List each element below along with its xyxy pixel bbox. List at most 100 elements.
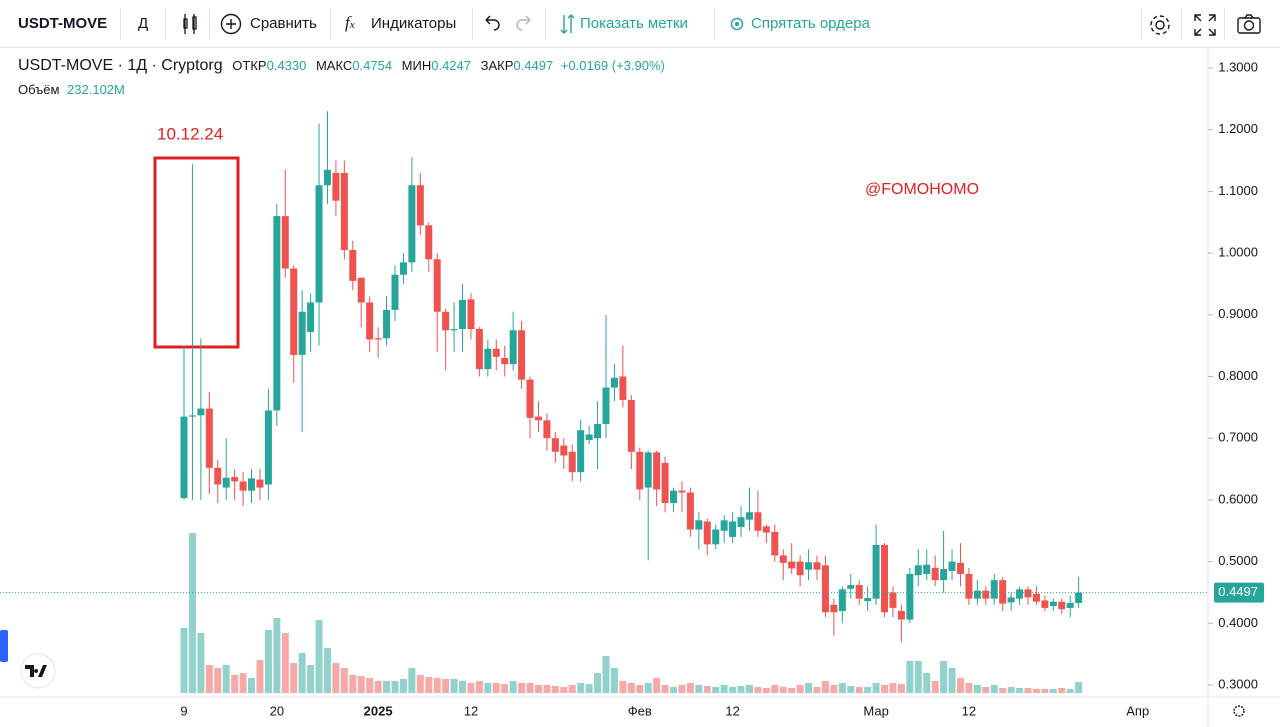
legend-value: 0.4754 (352, 58, 393, 73)
volume-bar (703, 686, 711, 693)
candle-body (340, 172, 348, 251)
legend-value: 0.4330 (266, 58, 307, 73)
volume-bar (1024, 688, 1032, 693)
volume-bar (568, 685, 576, 693)
y-tick-label: 0.5000 (1218, 553, 1258, 568)
volume-bar (712, 687, 720, 693)
separator (1181, 8, 1182, 40)
candle-body (771, 532, 779, 556)
candle-body (475, 328, 483, 370)
volume-bar (442, 679, 450, 693)
candle-body (399, 262, 407, 275)
indicators-button[interactable]: Индикаторы (371, 15, 457, 32)
fullscreen-icon[interactable] (1193, 13, 1217, 37)
volume-bar (931, 681, 939, 693)
candle-body (298, 311, 306, 355)
candle-body (484, 348, 492, 370)
volume-bar (982, 687, 990, 693)
time-settings-icon[interactable] (1233, 705, 1245, 717)
y-tick-label: 0.7000 (1218, 430, 1258, 445)
volume-bar (897, 684, 905, 693)
candle-body (1024, 589, 1032, 598)
volume-bar (821, 681, 829, 693)
x-tick-label: Фев (628, 703, 652, 718)
volume-bar (205, 665, 213, 693)
last-price-box (1214, 582, 1264, 603)
volume-bar (526, 683, 534, 693)
y-tick-label: 0.8000 (1218, 368, 1258, 383)
fx-icon[interactable]: fx (345, 13, 355, 32)
gear[interactable] (1233, 705, 1245, 717)
y-tick-label: 1.0000 (1218, 245, 1258, 260)
candle-body (914, 565, 922, 576)
x-tick-label: 9 (180, 703, 187, 718)
candle-body (762, 526, 770, 533)
candle-body (180, 416, 188, 499)
symbol-button[interactable]: USDT-MOVE (18, 15, 108, 32)
candle-body (315, 185, 323, 303)
candle-body (492, 348, 500, 357)
undo-redo[interactable] (480, 12, 540, 36)
candle-body (745, 512, 753, 520)
candle-body (433, 259, 441, 312)
compare-button[interactable]: Сравнить (250, 15, 317, 32)
candle-body (872, 544, 880, 599)
candle-body (712, 529, 720, 545)
volume-bar (653, 678, 661, 693)
volume-bar (729, 687, 737, 693)
volume-bar (940, 661, 948, 693)
volume-bar (467, 683, 475, 693)
candle-body (307, 302, 315, 333)
settings-icon[interactable] (1148, 12, 1174, 38)
compare-icon[interactable] (220, 13, 244, 37)
volume-bar (956, 678, 964, 693)
volume-bar (788, 688, 796, 693)
volume-bar (307, 665, 315, 693)
interval-button[interactable]: Д (138, 15, 149, 32)
candle-body (408, 185, 416, 263)
candle-body (729, 521, 737, 537)
volume-bar (686, 683, 694, 693)
candle-body (357, 277, 365, 303)
legend-key: ОТКР (232, 58, 267, 73)
candle-body (636, 451, 644, 490)
volume-bar (695, 685, 703, 693)
orders-icon[interactable] (730, 14, 746, 38)
volume-bar (864, 687, 872, 693)
candle-body (610, 377, 618, 388)
y-tick-label: 1.1000 (1218, 183, 1258, 198)
candle-icon[interactable] (180, 12, 200, 36)
volume-bar (492, 683, 500, 693)
candle-body (450, 328, 458, 331)
legend-value: 232.102M (67, 82, 125, 97)
candle-body (551, 438, 559, 452)
candle-body (703, 521, 711, 545)
volume-bar (847, 686, 855, 693)
hide-orders-button[interactable]: Спрятать ордера (751, 15, 870, 32)
candle-body (889, 592, 897, 608)
candle-body (1049, 601, 1057, 607)
volume-bar (374, 681, 382, 693)
side-tab[interactable] (0, 630, 8, 662)
volume-bar (779, 687, 787, 693)
screenshot-icon[interactable] (1236, 13, 1264, 37)
volume-bar (670, 687, 678, 693)
candle-body (214, 467, 222, 485)
volume-bar (619, 681, 627, 693)
candle-body (323, 169, 331, 186)
show-marks-button[interactable]: Показать метки (580, 15, 688, 32)
legend: USDT-MOVE · 1Д · Cryptorg ОТКР0.4330 МАК… (18, 57, 665, 97)
volume-bar (1066, 689, 1074, 693)
candle-body (543, 420, 551, 439)
x-tick-label: Мар (863, 703, 888, 718)
marks-icon[interactable] (560, 13, 576, 37)
candle-body (197, 408, 205, 416)
volume-bar (720, 685, 728, 693)
candle-body (560, 445, 568, 456)
candle-body (256, 479, 264, 488)
candle-body (982, 590, 990, 599)
volume-bar (881, 685, 889, 693)
volume-bar (231, 675, 239, 693)
candle-body (366, 302, 374, 340)
separator (714, 8, 715, 40)
